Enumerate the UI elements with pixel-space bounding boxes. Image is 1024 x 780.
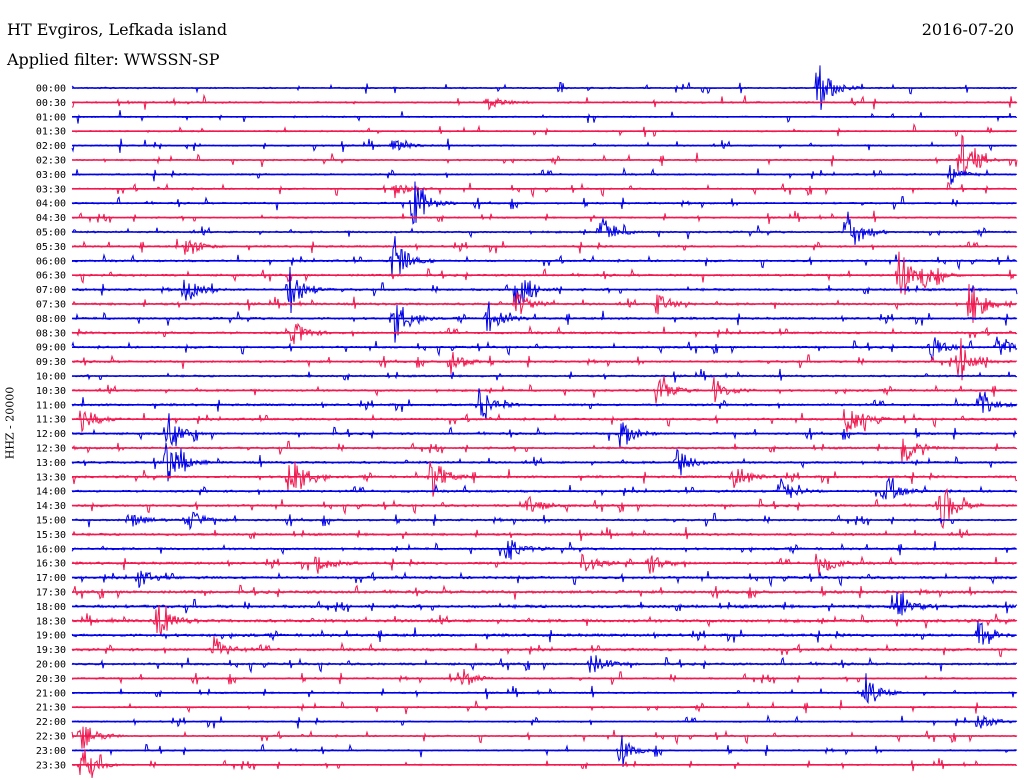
time-tick-label: 06:30 [36,271,66,282]
time-tick-label: 22:00 [36,717,66,728]
seismic-trace-row [71,388,1018,420]
time-tick-label: 16:30 [36,559,66,570]
time-tick-label: 03:30 [36,184,66,195]
time-tick-label: 08:30 [36,328,66,339]
station-title: HT Evgiros, Lefkada island [7,20,228,39]
time-tick-label: 10:30 [36,386,66,397]
seismic-trace-row [71,476,1018,500]
seismic-trace-row [71,438,1018,463]
time-tick-label: 02:00 [36,141,66,152]
time-tick-label: 08:00 [36,314,66,325]
time-tick-label: 11:30 [36,415,66,426]
time-tick-label: 10:00 [36,372,66,383]
time-tick-label: 07:00 [36,285,66,296]
seismic-trace-row [71,336,1018,361]
seismic-trace-row [71,322,1018,345]
time-tick-label: 11:00 [36,400,66,411]
time-tick-label: 06:00 [36,256,66,267]
time-tick-label: 05:00 [36,228,66,239]
record-date: 2016-07-20 [921,20,1014,39]
time-tick-label: 03:00 [36,170,66,181]
seismic-trace-row [71,301,1018,343]
time-tick-label: 02:30 [36,156,66,167]
time-tick-label: 15:00 [36,516,66,527]
seismic-trace-row [71,570,1018,588]
time-tick-label: 00:00 [36,84,66,95]
seismic-trace-row [71,182,1018,199]
time-tick-label: 23:00 [36,746,66,757]
seismic-trace-row [71,540,1018,560]
time-tick-label: 20:30 [36,674,66,685]
time-tick-label: 18:30 [36,616,66,627]
time-tick-label: 12:00 [36,429,66,440]
time-tick-label: 23:30 [36,760,66,771]
filter-label: Applied filter: WWSSN-SP [7,50,220,69]
time-tick-label: 21:00 [36,688,66,699]
seismic-trace-row [71,726,1018,749]
time-tick-label: 00:30 [36,98,66,109]
seismic-trace-row [72,251,1018,295]
time-tick-label: 14:30 [36,501,66,512]
time-tick-label: 19:30 [36,645,66,656]
time-tick-label: 17:30 [36,588,66,599]
time-tick-label: 13:00 [36,458,66,469]
seismic-trace-row [71,338,1018,381]
seismic-trace-row [71,553,1018,576]
time-tick-label: 17:00 [36,573,66,584]
time-tick-label: 05:30 [36,242,66,253]
time-tick-label: 16:00 [36,544,66,555]
time-tick-label: 04:00 [36,199,66,210]
time-tick-label: 01:00 [36,112,66,123]
time-tick-label: 09:30 [36,357,66,368]
time-tick-label: 15:30 [36,530,66,541]
time-tick-label: 22:30 [36,732,66,743]
time-tick-label: 20:00 [36,660,66,671]
time-tick-label: 09:00 [36,343,66,354]
time-tick-label: 12:30 [36,444,66,455]
time-tick-label: 21:30 [36,703,66,714]
time-tick-label: 18:00 [36,602,66,613]
time-tick-label: 04:30 [36,213,66,224]
time-tick-label: 19:00 [36,631,66,642]
time-tick-label: 13:30 [36,472,66,483]
time-tick-label: 01:30 [36,127,66,138]
seismic-trace-row [71,592,1018,616]
seismic-trace-row [71,669,1018,686]
seismic-trace-row [71,409,1018,433]
time-tick-label: 14:00 [36,487,66,498]
seismic-trace-row [71,749,1018,778]
seismic-trace-row [71,134,1018,175]
time-tick-label: 07:30 [36,300,66,311]
seismic-trace-row [71,635,1018,658]
